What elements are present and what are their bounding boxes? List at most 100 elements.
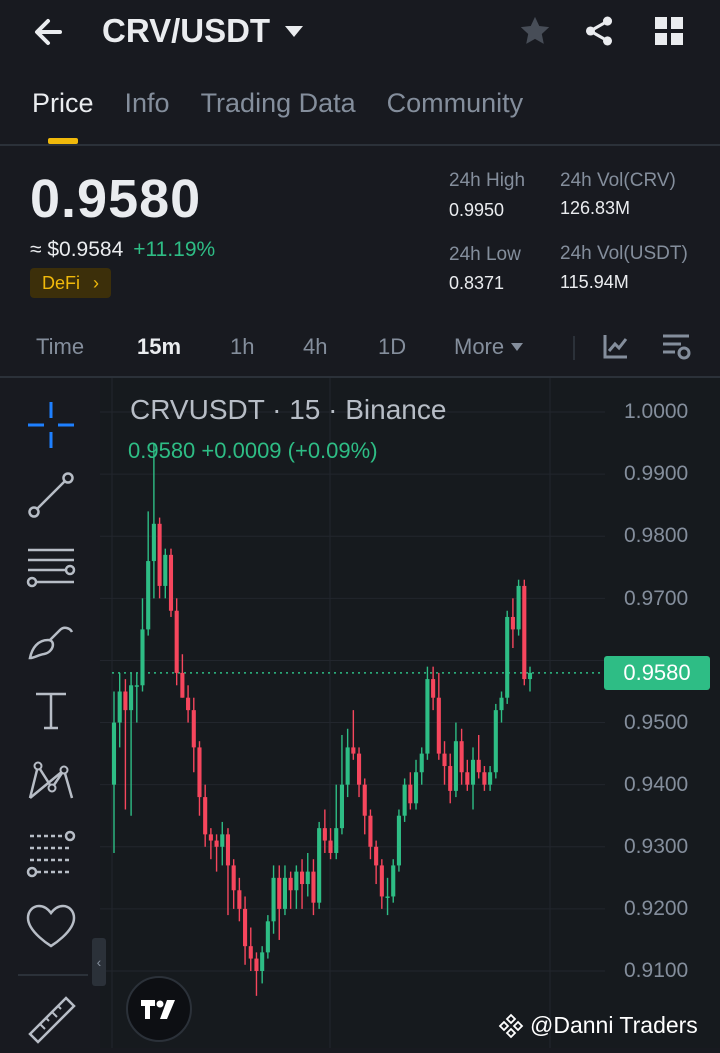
tf-4h[interactable]: 4h	[303, 334, 328, 359]
brush-tool[interactable]	[22, 610, 80, 668]
measure-tool[interactable]	[22, 990, 80, 1048]
favorite-button[interactable]	[518, 14, 552, 53]
chart-title: CRVUSDT · 15 · Binance	[130, 394, 447, 425]
fib-tool[interactable]	[22, 826, 80, 884]
category-badge[interactable]: DeFi ›	[30, 268, 112, 298]
tf-1d[interactable]: 1D	[378, 334, 407, 359]
vol-base-label: 24h Vol(CRV)	[560, 170, 676, 191]
toolbar-divider	[18, 974, 88, 976]
divider	[0, 144, 720, 146]
pattern-icon	[28, 761, 74, 799]
candle-body	[225, 834, 231, 866]
chart-area[interactable]	[0, 378, 720, 1048]
candle-body	[328, 840, 333, 853]
candle-body	[339, 784, 344, 829]
candle-body	[317, 828, 322, 903]
high-value: 0.9950	[449, 200, 505, 220]
candle-body	[180, 672, 185, 698]
watermark-text: @Danni Traders	[530, 1012, 698, 1038]
chart-indicator-icon	[603, 335, 628, 359]
vol-base-value: 126.83M	[560, 198, 631, 218]
text-icon	[36, 692, 66, 730]
collapse-toolbar-button[interactable]: ‹	[92, 938, 106, 986]
tab-community[interactable]: Community	[386, 88, 524, 118]
y-axis-label: 0.9200	[624, 897, 689, 920]
candle-body	[442, 753, 447, 767]
candle-body	[300, 871, 305, 885]
vol-quote-value: 115.94M	[560, 272, 629, 292]
text-tool[interactable]	[22, 682, 80, 740]
candle-body	[248, 946, 253, 959]
share-button[interactable]	[582, 14, 616, 53]
candle-body	[356, 753, 362, 785]
candle-body	[362, 784, 367, 816]
candle-body	[493, 710, 498, 773]
candle-body	[271, 877, 276, 922]
tab-trading-data[interactable]: Trading Data	[200, 88, 356, 118]
grid-menu-button[interactable]	[654, 16, 684, 51]
watermark: @Danni Traders	[498, 1012, 698, 1039]
low-value: 0.8371	[449, 273, 505, 293]
indicators-button[interactable]	[602, 332, 630, 365]
tf-more[interactable]: More	[454, 334, 524, 360]
tf-more-label: More	[454, 334, 505, 359]
y-axis-label: 0.9400	[624, 773, 689, 796]
chart-legend: 0.9580 +0.0009 (+0.09%)	[128, 438, 378, 463]
y-axis-label: 0.9900	[624, 462, 689, 485]
low-label: 24h Low	[449, 244, 521, 265]
candle-body	[197, 747, 202, 798]
candlestick-chart[interactable]	[0, 378, 720, 1048]
candle-body	[351, 747, 356, 754]
candle-body	[305, 871, 310, 885]
candle-body	[396, 815, 401, 866]
tf-15m[interactable]: 15m	[137, 334, 182, 359]
candle-body	[391, 865, 396, 897]
horizontal-lines-icon	[26, 548, 76, 588]
chevron-right-icon: ›	[93, 273, 100, 293]
candle-body	[402, 784, 407, 816]
candle-body	[191, 710, 196, 748]
settings-sliders-icon	[663, 334, 691, 360]
ruler-icon	[28, 996, 76, 1044]
candle-body	[186, 697, 191, 711]
caret-down-icon	[511, 343, 524, 351]
tf-separator	[573, 336, 575, 360]
candle-body	[419, 753, 424, 773]
candle-body	[174, 610, 179, 673]
trend-line-tool[interactable]	[22, 466, 80, 524]
vol-quote-label: 24h Vol(USDT)	[560, 243, 688, 264]
crosshair-tool[interactable]	[22, 396, 80, 454]
candle-body	[157, 523, 162, 586]
y-axis-label: 0.9100	[624, 959, 689, 982]
candle-body	[408, 784, 413, 804]
candle-body	[231, 865, 236, 891]
star-icon	[520, 16, 550, 44]
tab-info[interactable]: Info	[124, 88, 170, 118]
horizontal-lines-tool[interactable]	[22, 538, 80, 596]
y-axis-label: 1.0000	[624, 400, 689, 423]
tf-1h[interactable]: 1h	[230, 334, 255, 359]
tradingview-logo	[126, 976, 192, 1042]
tf-time[interactable]: Time	[36, 334, 85, 359]
candle-body	[425, 679, 430, 754]
fibonacci-icon	[26, 830, 76, 878]
candle-body	[527, 672, 533, 680]
candle-body	[146, 561, 151, 630]
back-button[interactable]	[30, 14, 70, 50]
dropdown-caret-icon	[285, 26, 304, 37]
candle-body	[129, 685, 134, 711]
candle-body	[453, 741, 458, 791]
candle-body	[220, 834, 225, 847]
pair-selector[interactable]: CRV/USDT	[102, 12, 304, 50]
tab-price[interactable]: Price	[32, 88, 94, 118]
current-price-tag: 0.9580	[604, 656, 710, 690]
chart-settings-button[interactable]	[660, 332, 692, 367]
favorites-tool[interactable]	[22, 898, 80, 956]
category-label: DeFi	[42, 273, 81, 293]
candle-body	[510, 616, 515, 630]
candle-body	[134, 685, 139, 687]
candle-body	[123, 691, 128, 711]
candle-body	[476, 759, 481, 773]
y-axis-label: 0.9300	[624, 835, 689, 858]
pattern-tool[interactable]	[22, 754, 80, 812]
